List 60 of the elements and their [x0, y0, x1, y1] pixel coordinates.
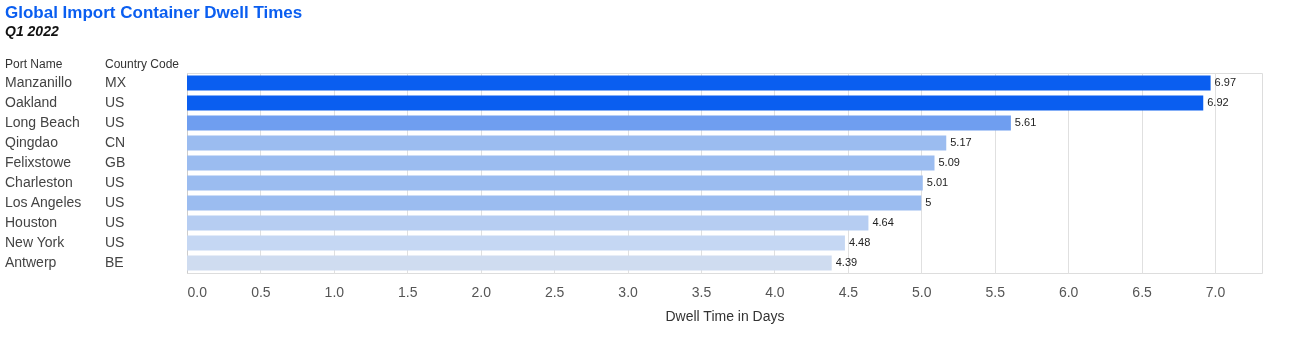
chart-title: Global Import Container Dwell Times [5, 3, 303, 22]
bar [187, 115, 1011, 131]
y-tick-label: New York [5, 234, 66, 251]
y-tick-label: Felixstowe [5, 153, 72, 170]
data-label: 5.17 [950, 135, 972, 148]
y-tick-label: Antwerp [5, 254, 57, 271]
data-label: 4.64 [872, 216, 894, 229]
y-tick-label: Manzanillo [5, 73, 73, 90]
x-tick-label: 0.0 [187, 283, 208, 300]
x-tick-label: 6.0 [1058, 283, 1079, 300]
y-tick-label: Qingdao [5, 133, 59, 150]
x-tick-label: 7.0 [1205, 283, 1226, 300]
y-tick-label: Houston [5, 214, 58, 231]
y-tick-label: Charleston [5, 174, 73, 191]
y2-tick-label: US [105, 234, 125, 251]
bar [187, 75, 1211, 91]
data-label: 6.97 [1214, 75, 1237, 88]
data-label: 5.01 [926, 176, 949, 189]
x-tick-label: 4.5 [838, 283, 859, 300]
bar [187, 215, 869, 231]
x-tick-label: 1.0 [324, 283, 345, 300]
data-label: 4.48 [848, 236, 871, 249]
x-tick-label: 3.0 [618, 283, 639, 300]
bar [187, 135, 947, 151]
y-axis-title: Port Name [5, 57, 63, 71]
bar [187, 255, 832, 271]
x-tick-label: 0.5 [251, 283, 271, 300]
y2-tick-label: US [105, 174, 125, 191]
text: Q1 2022 [5, 23, 59, 39]
y-tick-label: Oakland [5, 93, 58, 110]
bar [187, 155, 935, 171]
x-tick-label: 3.5 [691, 283, 712, 300]
x-tick-label: 1.5 [398, 283, 418, 300]
y2-tick-label: BE [105, 254, 124, 271]
x-axis-title: Dwell Time in Days [665, 307, 785, 324]
bar [187, 235, 845, 251]
data-label: 4.39 [835, 256, 858, 269]
data-label: 5 [925, 196, 932, 209]
bar [187, 175, 923, 191]
x-tick-label: 2.5 [544, 283, 565, 300]
x-tick-label: 6.5 [1132, 283, 1153, 300]
x-tick-label: 2.0 [471, 283, 492, 300]
x-tick-label: 4.0 [765, 283, 785, 300]
bar [187, 95, 1204, 111]
x-tick-label: 5.5 [985, 283, 1006, 300]
x-tick-label: 5.0 [912, 283, 932, 300]
y2-tick-label: CN [105, 133, 126, 150]
y2-tick-label: US [105, 113, 125, 130]
data-label: 6.92 [1207, 95, 1229, 108]
data-label: 5.09 [938, 155, 960, 168]
y2-tick-label: US [105, 194, 125, 211]
y2-axis-title: Country Code [105, 57, 180, 71]
data-label: 5.61 [1014, 115, 1037, 128]
y2-tick-label: US [105, 93, 125, 110]
y2-tick-label: GB [105, 153, 126, 170]
bar [187, 195, 922, 211]
y-tick-label: Los Angeles [5, 194, 82, 211]
y2-tick-label: US [105, 214, 125, 231]
y2-tick-label: MX [105, 73, 127, 90]
y-tick-label: Long Beach [5, 113, 80, 130]
